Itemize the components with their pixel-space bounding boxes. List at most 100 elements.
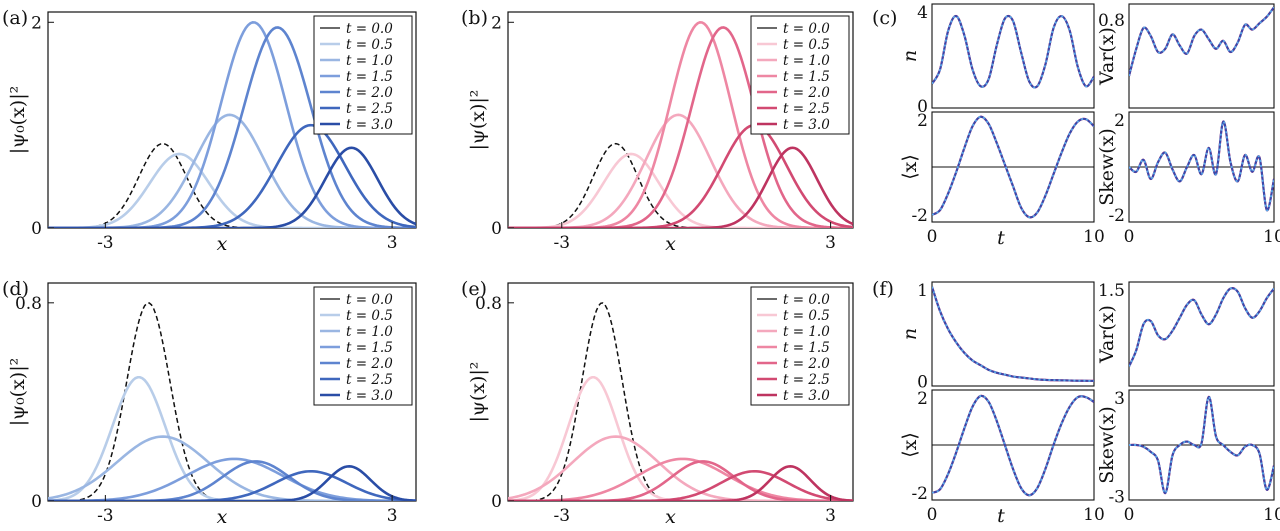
approx-curve — [932, 394, 1094, 497]
exact-curve — [932, 286, 1094, 382]
dotted-curve — [1129, 395, 1274, 495]
ytick-label: 2 — [491, 13, 502, 33]
y-axis-label: ⟨x⟩ — [899, 154, 921, 180]
series-0.0 — [48, 302, 416, 501]
subplot-4: 3 -30 10 Skew(x) — [1096, 389, 1280, 525]
legend-entry: t = 2.5 — [346, 372, 393, 388]
y-axis-label: n — [899, 328, 921, 340]
ytick-label: 1.5 — [1098, 281, 1125, 301]
panel-label-a: (a) — [2, 7, 28, 29]
ytick-label: 2 — [31, 13, 42, 33]
legend-entry: t = 0.5 — [783, 308, 830, 324]
subplot-3: 2 -20 10 t ⟨x⟩ — [899, 389, 1105, 527]
xtick-label: -3 — [97, 233, 114, 253]
curves — [1129, 6, 1274, 77]
ytick-label: 0 — [31, 219, 42, 239]
curves — [508, 302, 853, 501]
exact-curve — [1129, 6, 1274, 77]
dotted-curve — [1129, 6, 1274, 77]
xtick-label: 0 — [927, 227, 938, 247]
ytick-label: 3 — [1114, 389, 1125, 409]
curves — [508, 21, 853, 228]
ytick-label: -3 — [1108, 488, 1125, 508]
subplot-2: 1.5 Var(x) — [1096, 281, 1275, 387]
xtick-label: 0 — [1124, 505, 1135, 525]
subplot-4: 2 -20 10 Skew(x) — [1096, 111, 1280, 247]
exact-curve — [1129, 287, 1274, 367]
legend-entry: t = 0.5 — [346, 37, 393, 53]
series-2.5 — [48, 469, 416, 501]
curves — [932, 14, 1094, 89]
series-3.0 — [508, 465, 853, 501]
xtick-label: 10 — [1263, 505, 1280, 525]
y-axis-label: |ψ(x)|² — [467, 362, 489, 423]
dotted-curve — [932, 394, 1094, 497]
series-2.0 — [508, 26, 853, 228]
dotted-curve — [1129, 287, 1274, 367]
subplot-3: 2 -20 10 t ⟨x⟩ — [899, 111, 1105, 249]
ytick-label: 2 — [917, 389, 928, 409]
ytick-label: 0 — [31, 492, 42, 512]
series-2.5 — [508, 123, 853, 228]
subplot-1: 0 4 n — [899, 3, 1095, 117]
x-axis-label: t — [997, 505, 1005, 527]
xtick-label: 0 — [927, 505, 938, 525]
y-axis-label: Var(x) — [1096, 27, 1118, 86]
legend: t = 0.0t = 0.5t = 1.0t = 1.5t = 2.0t = 2… — [750, 286, 850, 406]
series-3.0 — [48, 465, 416, 501]
legend-entry: t = 1.0 — [783, 324, 830, 340]
xtick-label: 10 — [1083, 227, 1105, 247]
dotted-curve — [932, 15, 1094, 89]
dotted-curve — [932, 286, 1094, 382]
legend-entry: t = 1.5 — [346, 340, 393, 356]
xtick-label: 0 — [1124, 227, 1135, 247]
legend-entry: t = 0.0 — [346, 21, 393, 37]
ytick-label: 2 — [1114, 111, 1125, 131]
curves — [932, 115, 1094, 219]
series-0.0 — [508, 142, 853, 228]
legend-entry: t = 1.0 — [346, 324, 393, 340]
approx-curve — [1129, 120, 1274, 212]
y-axis-label: Var(x) — [1096, 305, 1118, 364]
xtick-label: 3 — [387, 506, 398, 526]
curves — [1129, 120, 1274, 212]
legend-entry: t = 0.0 — [346, 292, 393, 308]
series-2.0 — [48, 26, 416, 228]
curves — [1129, 287, 1274, 367]
xtick-label: 10 — [1083, 505, 1105, 525]
legend-entry: t = 1.5 — [346, 69, 393, 85]
exact-curve — [932, 14, 1094, 89]
panel-label-c: (c) — [872, 7, 897, 29]
y-axis-label: ⟨x⟩ — [899, 432, 921, 458]
panel-a: 0 2 -3 3 x |ψ₀(x)|² t = 0.0t = 0.5t = 1.0t = 1… — [7, 11, 417, 255]
xtick-label: -3 — [97, 506, 114, 526]
series-0.5 — [508, 152, 853, 228]
y-axis-label: n — [899, 50, 921, 62]
xtick-label: 3 — [825, 233, 836, 253]
ytick-label: 0 — [917, 97, 928, 117]
legend: t = 0.0t = 0.5t = 1.0t = 1.5t = 2.0t = 2… — [313, 15, 413, 135]
legend-entry: t = 0.5 — [783, 37, 830, 53]
curves — [1129, 395, 1274, 495]
legend-entry: t = 1.5 — [783, 69, 830, 85]
legend-entry: t = 3.0 — [783, 388, 830, 404]
y-axis-label: |ψ₀(x)|² — [7, 358, 29, 426]
legend-entry: t = 0.0 — [783, 292, 830, 308]
ytick-label: 0.8 — [1098, 11, 1125, 31]
x-axis-label: x — [665, 233, 676, 255]
curves — [932, 286, 1094, 382]
y-axis-label: Skew(x) — [1096, 406, 1118, 484]
ytick-label: 0 — [491, 219, 502, 239]
legend-entry: t = 2.0 — [783, 356, 830, 372]
y-axis-label: Skew(x) — [1096, 128, 1118, 206]
legend-entry: t = 0.5 — [346, 308, 393, 324]
dotted-curve — [1129, 120, 1274, 212]
legend: t = 0.0t = 0.5t = 1.0t = 1.5t = 2.0t = 2… — [750, 15, 850, 135]
series-2.0 — [508, 460, 853, 501]
xtick-label: 3 — [825, 506, 836, 526]
legend-entry: t = 2.5 — [783, 372, 830, 388]
legend-entry: t = 2.0 — [346, 85, 393, 101]
series-3.0 — [48, 146, 416, 228]
